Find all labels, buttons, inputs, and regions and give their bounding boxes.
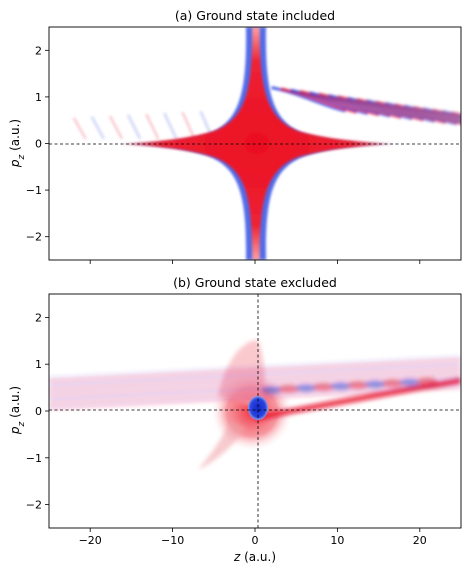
panel-a-positive-core xyxy=(122,27,392,260)
panel-b-xtick-label: −20 xyxy=(79,534,102,547)
panel-b-ylabel: pz (a.u.) xyxy=(8,386,27,435)
panel-a-ytick-label: −2 xyxy=(26,231,42,244)
panel-a-left-fringe xyxy=(145,113,160,140)
panel-b-stripe xyxy=(49,372,461,396)
panel-b-stripe xyxy=(49,365,461,389)
panel-a-ytick-label: −1 xyxy=(26,184,42,197)
panel-b-xtick-label: −10 xyxy=(161,534,184,547)
panel-b-stripe xyxy=(49,367,461,391)
panel-a-fringe xyxy=(271,86,346,113)
panel-a-fringe xyxy=(318,92,402,119)
panel-b-negative-spot xyxy=(248,396,268,420)
panel-b-positive-ridge xyxy=(254,377,461,421)
panel-b-xtick-label: 20 xyxy=(413,534,427,547)
panel-b-title: (b) Ground state excluded xyxy=(173,275,337,290)
panel-a-fringe xyxy=(290,88,369,116)
panel-b-stripe xyxy=(49,356,461,380)
panel-b-fringe-blob xyxy=(365,380,386,389)
panel-a-ytick-label: 0 xyxy=(35,138,42,151)
panel-b-fringe-blob xyxy=(296,384,317,393)
panel-a-left-fringe xyxy=(72,117,87,140)
panel-b-fringe-blob xyxy=(261,385,282,394)
x-axis-label: z (a.u.) xyxy=(233,550,276,564)
panel-a-title: (a) Ground state included xyxy=(175,8,335,23)
panel-b-fringe-blob xyxy=(278,385,299,394)
panel-b-ytick-label: 1 xyxy=(35,358,42,371)
panel-a-ytick-label: 1 xyxy=(35,91,42,104)
panel-a-left-fringe xyxy=(127,114,142,140)
panel-a-fringe xyxy=(299,89,380,117)
panel-a-ytick-label: 2 xyxy=(35,44,42,57)
panel-b-ytick-label: 0 xyxy=(35,405,42,418)
panel-b-stripe xyxy=(49,358,461,382)
panel-b: (b) Ground state excluded −20 −10 0 10 20−2−… xyxy=(8,275,462,564)
panel-b-stripe xyxy=(49,384,461,408)
panel-b-fringe-blob xyxy=(382,379,403,388)
panel-b-fringe-blob xyxy=(348,381,368,390)
panel-b-heatmap xyxy=(49,294,461,528)
panel-a-fringe xyxy=(280,87,358,114)
panel-b-fringe-blob xyxy=(417,377,438,386)
panel-b-ytick-label: 2 xyxy=(35,311,42,324)
panel-b-xtick-label: 10 xyxy=(330,534,344,547)
panel-b-ytick-label: −2 xyxy=(26,499,42,512)
panel-a-left-fringe xyxy=(90,116,105,140)
panel-b-stripe xyxy=(49,370,461,394)
panel-a-ylabel: pz (a.u.) xyxy=(8,119,27,168)
panel-b-fringe-blob xyxy=(330,382,351,391)
panel-b-xtick-label: 0 xyxy=(252,534,259,547)
panel-b-fringe-blob xyxy=(313,383,334,392)
panel-b-fringe-blob xyxy=(399,378,420,387)
panel-a-fringe xyxy=(309,91,391,118)
panel-a-left-fringe xyxy=(181,111,196,140)
panel-a-fringe xyxy=(328,93,413,121)
panel-a: (a) Ground state included −2 −1 0 1 2 pz (a.… xyxy=(8,8,462,264)
panel-a-ticks: −2 −1 0 1 2 xyxy=(26,44,421,264)
panel-b-stripe xyxy=(49,363,461,387)
panel-b-ytick-label: −1 xyxy=(26,452,42,465)
panel-a-left-fringe xyxy=(163,112,178,140)
panel-a-heatmap xyxy=(49,27,461,260)
panel-b-stripe xyxy=(49,360,461,384)
panel-a-left-fringe xyxy=(108,115,124,140)
